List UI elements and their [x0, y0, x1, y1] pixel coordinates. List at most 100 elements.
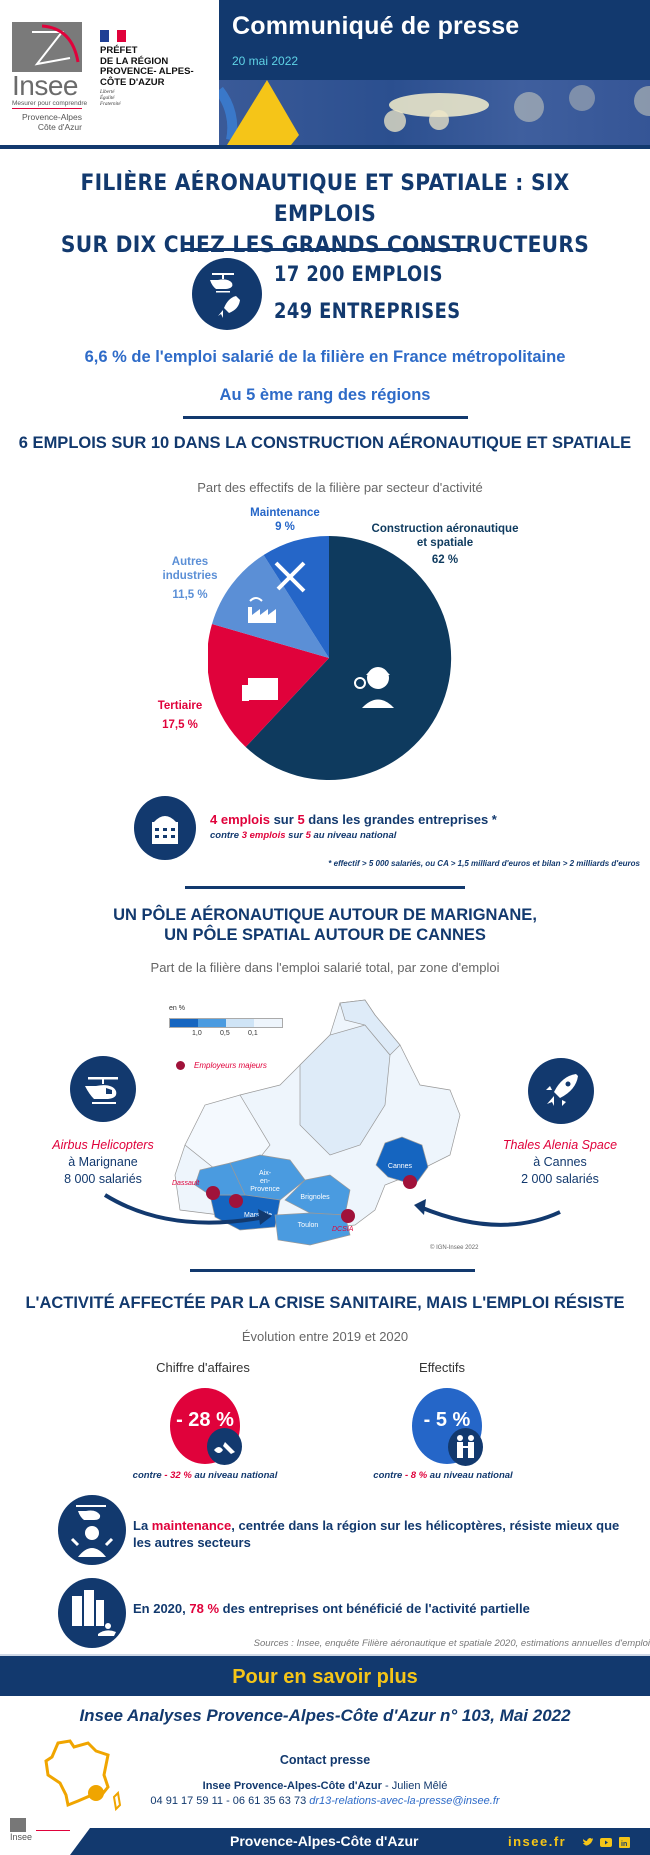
svg-text:DCSIA: DCSIA — [332, 1226, 354, 1233]
rocket-icon — [546, 1074, 578, 1106]
people-handshake-icon — [448, 1428, 483, 1466]
footnote: * effectif > 5 000 salariés, ou CA > 1,5… — [328, 859, 640, 868]
text: contre — [132, 1470, 165, 1481]
french-flag-icon — [100, 30, 127, 42]
twitter-icon[interactable] — [582, 1837, 594, 1848]
text: sur — [269, 812, 298, 827]
pie-slice-autres — [212, 555, 329, 658]
mini-logo-word: Insee — [10, 1832, 33, 1842]
revenue-national: contre - 32 % au niveau national — [75, 1470, 335, 1481]
text: sur — [285, 830, 306, 841]
linkedin-icon[interactable]: in — [618, 1837, 630, 1848]
airbus-helicopters-badge — [70, 1056, 136, 1122]
highlight-value: 3 emplois — [241, 830, 286, 841]
text: au niveau national — [427, 1470, 513, 1481]
prefet-line: PRÉFET — [100, 45, 138, 56]
title-line: UN PÔLE SPATIAL AUTOUR DE CANNES — [164, 926, 486, 944]
text: au niveau national — [310, 830, 397, 841]
company-name: Thales Alenia Space — [502, 1138, 618, 1152]
staff-label: Effectifs — [418, 1360, 465, 1375]
maintenance-bullet: La maintenance, centrée dans la région s… — [133, 1517, 633, 1551]
legend-tick: 1,0 — [192, 1030, 202, 1037]
kpi-companies: 249 ENTREPRISES — [274, 299, 461, 323]
engineer-worker-icon — [354, 667, 394, 708]
text: , centrée dans la région sur les hélicop… — [133, 1518, 620, 1550]
office-building-icon — [242, 678, 278, 701]
revenue-label: Chiffre d'affaires — [156, 1360, 250, 1375]
release-date: 20 mai 2022 — [232, 54, 299, 68]
insee-mini-logo[interactable]: Insee — [10, 1818, 32, 1842]
staff-change-value: - 5 % — [423, 1408, 471, 1431]
map-section-title: UN PÔLE AÉRONAUTIQUE AUTOUR DE MARIGNANE… — [0, 905, 650, 945]
label-value: 11,5 % — [172, 589, 208, 601]
insee-site-link[interactable]: insee.fr — [508, 1834, 567, 1849]
label-name: Maintenance — [250, 507, 320, 519]
legend-tick: 0,1 — [248, 1030, 258, 1037]
logo-block: Insee Mesurer pour comprendre Provence-A… — [0, 0, 218, 145]
map-legend-employers: Employeurs majeurs — [194, 1061, 267, 1070]
pie-label-maintenance: Maintenance 9 % — [240, 506, 330, 534]
airbus-helicopters-info: Airbus Helicopters à Marignane 8 000 sal… — [23, 1137, 183, 1188]
banner-decoration-icon — [219, 80, 489, 145]
company-staff: 2 000 salariés — [521, 1172, 599, 1186]
staff-national: contre - 8 % au niveau national — [313, 1470, 573, 1481]
zone-label: Aix- — [259, 1170, 272, 1177]
label-name: Autres — [171, 556, 209, 568]
svg-text:in: in — [621, 1841, 627, 1848]
text: des entreprises ont bénéficié de l'activ… — [219, 1601, 530, 1616]
tools-icon — [274, 561, 306, 593]
arrow-icons — [103, 1193, 561, 1227]
contact-email-link[interactable]: dr13-relations-avec-la-presse@insee.fr — [309, 1795, 500, 1807]
crisis-section-title: L'ACTIVITÉ AFFECTÉE PAR LA CRISE SANITAI… — [25, 1294, 625, 1312]
map-copyright: © IGN-Insee 2022 — [430, 1245, 479, 1251]
text: En 2020, — [133, 1601, 190, 1616]
divider — [185, 886, 465, 889]
kpi-jobs: 17 200 EMPLOIS — [274, 262, 443, 286]
contact-phones: 04 91 17 59 11 - 06 61 35 63 73 — [150, 1795, 310, 1807]
kpi-rank: Au 5 ème rang des régions — [219, 386, 431, 404]
divider — [183, 248, 468, 251]
label-name: Tertiaire — [157, 700, 203, 712]
prefet-line: DE LA RÉGION — [100, 55, 169, 67]
svg-text:en-: en- — [260, 1178, 271, 1185]
press-contact-name: Insee Provence-Alpes-Côte d'Azur - Julie… — [0, 1780, 650, 1792]
thales-alenia-info: Thales Alenia Space à Cannes 2 000 salar… — [480, 1137, 640, 1188]
thales-alenia-badge — [528, 1058, 594, 1124]
press-contact-title: Contact presse — [279, 1753, 371, 1767]
map-legend-unit: en % — [169, 1005, 185, 1012]
divider — [190, 1269, 475, 1272]
publication-link[interactable]: Insee Analyses Provence-Alpes-Côte d'Azu… — [79, 1706, 571, 1725]
main-title: FILIÈRE AÉRONAUTIQUE ET SPATIALE : SIX E… — [26, 168, 624, 261]
company-staff: 8 000 salariés — [64, 1172, 142, 1186]
map-caption: Part de la filière dans l'emploi salarié… — [150, 960, 500, 975]
insee-logo-mark-icon — [12, 22, 82, 72]
prefet-line: CÔTE D'AZUR — [100, 76, 165, 88]
aerospace-badge — [192, 258, 262, 330]
insee-region-line2: Côte d'Azur — [37, 122, 82, 132]
crisis-caption: Évolution entre 2019 et 2020 — [241, 1329, 409, 1344]
employer-dot-icon — [176, 1061, 185, 1070]
insee-logo-word: Insee — [12, 70, 79, 101]
partial-activity-bullet: En 2020, 78 % des entreprises ont bénéfi… — [133, 1600, 633, 1617]
insee-logo[interactable]: Insee Mesurer pour comprendre Provence-A… — [12, 22, 87, 132]
factory-icon — [248, 597, 276, 623]
contact-org: Insee Provence-Alpes-Côte d'Azur — [202, 1780, 382, 1792]
company-name: Airbus Helicopters — [52, 1138, 154, 1152]
highlight-word: maintenance — [151, 1518, 232, 1533]
motto-line: Égalité — [100, 96, 115, 101]
prefet-motto: Liberté Égalité Fraternité — [100, 90, 210, 108]
label-name: industries — [162, 570, 218, 582]
sector-pie-chart — [207, 533, 458, 798]
label-value: 17,5 % — [162, 719, 198, 731]
svg-text:Marseille: Marseille — [244, 1212, 272, 1219]
revenue-change-value: - 28 % — [176, 1408, 234, 1431]
press-release-title-block: Communiqué de presse 20 mai 2022 — [219, 0, 650, 80]
svg-text:Cannes: Cannes — [388, 1163, 413, 1170]
highlight-value: 4 emplois — [210, 812, 270, 827]
company-place: à Cannes — [533, 1155, 587, 1169]
pie-label-construction: Construction aéronautique et spatiale 62… — [360, 522, 530, 567]
helicopter-icon — [85, 1077, 118, 1104]
footer-bar — [70, 1828, 650, 1855]
youtube-icon[interactable] — [600, 1837, 612, 1848]
buildings-hand-icon — [72, 1590, 116, 1636]
